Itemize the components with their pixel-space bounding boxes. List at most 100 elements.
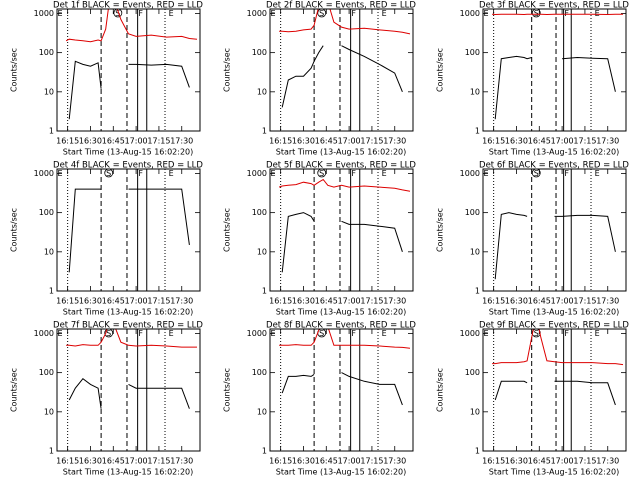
y-tick-label: 1000 xyxy=(460,329,480,338)
x-tick-label: 17:30 xyxy=(383,137,406,146)
y-axis-label: Counts/sec xyxy=(436,208,445,252)
x-tick-label: 17:30 xyxy=(596,457,619,466)
x-axis-label: Start Time (13-Aug-15 16:02:20) xyxy=(63,148,194,157)
y-tick-label: 1 xyxy=(49,447,54,456)
y-tick-label: 1000 xyxy=(34,9,54,18)
y-tick-label: 10 xyxy=(470,247,480,256)
chart-title: Det 1f BLACK = Events, RED = LLD xyxy=(53,1,203,11)
y-tick-label: 100 xyxy=(252,48,267,57)
chart-title: Det 6f BLACK = Events, RED = LLD xyxy=(479,161,629,171)
panel: Det 9f BLACK = Events, RED = LLD Start Ti… xyxy=(436,321,630,477)
x-tick-label: 17:15 xyxy=(360,457,383,466)
event-label: F xyxy=(138,9,143,18)
x-tick-label: 17:30 xyxy=(596,297,619,306)
x-tick-label: 16:15 xyxy=(56,137,79,146)
y-tick-label: 1000 xyxy=(34,329,54,338)
x-tick-label: 16:45 xyxy=(102,137,125,146)
x-tick-label: 17:15 xyxy=(147,297,170,306)
plot-frame xyxy=(56,8,201,132)
panel: Det 1f BLACK = Events, RED = LLD Start Ti… xyxy=(10,1,204,157)
y-tick-label: 1000 xyxy=(247,9,267,18)
y-axis-label: Counts/sec xyxy=(223,208,232,252)
x-tick-label: 16:30 xyxy=(79,137,102,146)
event-label: E xyxy=(271,329,276,338)
x-tick-label: 16:45 xyxy=(528,137,551,146)
plot-frame xyxy=(482,8,627,132)
event-label: F xyxy=(564,329,569,338)
series-line xyxy=(279,9,411,35)
x-tick-label: 17:15 xyxy=(573,297,596,306)
y-tick-label: 100 xyxy=(465,48,480,57)
x-tick-label: 16:45 xyxy=(315,457,338,466)
series-line xyxy=(68,378,190,409)
y-tick-label: 1000 xyxy=(460,169,480,178)
event-label: S xyxy=(319,9,324,18)
y-tick-label: 1 xyxy=(475,127,480,136)
x-tick-label: 17:30 xyxy=(596,137,619,146)
y-tick-label: 10 xyxy=(44,407,54,416)
plot-frame xyxy=(482,168,627,292)
series-line xyxy=(494,212,616,280)
panel: Det 3f BLACK = Events, RED = LLD Start Ti… xyxy=(436,1,630,157)
x-axis-label: Start Time (13-Aug-15 16:02:20) xyxy=(276,308,407,317)
event-label: E xyxy=(382,329,387,338)
x-tick-label: 17:00 xyxy=(551,297,574,306)
panel: Det 5f BLACK = Events, RED = LLD Start Ti… xyxy=(223,161,417,317)
event-label: E xyxy=(595,9,600,18)
x-tick-label: 16:30 xyxy=(505,137,528,146)
x-tick-label: 17:00 xyxy=(338,137,361,146)
y-tick-label: 10 xyxy=(257,247,267,256)
event-label: S xyxy=(106,169,111,178)
y-tick-label: 10 xyxy=(44,247,54,256)
y-axis-label: Counts/sec xyxy=(436,368,445,412)
x-tick-label: 17:30 xyxy=(170,297,193,306)
series-line xyxy=(494,380,616,406)
y-tick-label: 10 xyxy=(44,87,54,96)
y-tick-label: 1 xyxy=(475,287,480,296)
x-tick-label: 17:15 xyxy=(573,457,596,466)
event-label: E xyxy=(271,169,276,178)
x-tick-label: 16:45 xyxy=(102,457,125,466)
x-tick-label: 16:30 xyxy=(292,297,315,306)
plot-frame xyxy=(269,168,414,292)
event-label: S xyxy=(319,169,324,178)
event-label: E xyxy=(58,329,63,338)
x-axis-label: Start Time (13-Aug-15 16:02:20) xyxy=(276,468,407,477)
y-tick-label: 100 xyxy=(39,208,54,217)
event-label: F xyxy=(351,9,356,18)
event-label: F xyxy=(351,169,356,178)
event-label: E xyxy=(595,329,600,338)
event-label: E xyxy=(484,9,489,18)
series-line xyxy=(281,372,403,406)
series-line xyxy=(68,60,190,120)
x-tick-label: 16:15 xyxy=(56,457,79,466)
series-line xyxy=(278,178,411,192)
x-tick-label: 16:15 xyxy=(269,457,292,466)
panel: Det 2f BLACK = Events, RED = LLD Start Ti… xyxy=(223,1,417,157)
event-label: E xyxy=(382,9,387,18)
x-tick-label: 17:15 xyxy=(360,297,383,306)
x-tick-label: 16:30 xyxy=(79,297,102,306)
x-tick-label: 17:00 xyxy=(125,137,148,146)
x-tick-label: 17:15 xyxy=(147,137,170,146)
event-label: E xyxy=(58,169,63,178)
x-tick-label: 16:30 xyxy=(505,297,528,306)
x-axis-label: Start Time (13-Aug-15 16:02:20) xyxy=(276,148,407,157)
y-axis-label: Counts/sec xyxy=(10,368,19,412)
y-tick-label: 10 xyxy=(470,87,480,96)
plot-frame xyxy=(482,328,627,452)
y-tick-label: 100 xyxy=(465,208,480,217)
y-tick-label: 1000 xyxy=(34,169,54,178)
panel: Det 8f BLACK = Events, RED = LLD Start Ti… xyxy=(223,321,417,477)
x-tick-label: 17:30 xyxy=(383,457,406,466)
x-tick-label: 17:30 xyxy=(170,457,193,466)
event-label: F xyxy=(138,169,143,178)
x-tick-label: 17:30 xyxy=(383,297,406,306)
x-tick-label: 16:30 xyxy=(292,457,315,466)
event-label: E xyxy=(169,169,174,178)
x-tick-label: 16:15 xyxy=(269,297,292,306)
x-tick-label: 16:30 xyxy=(292,137,315,146)
x-tick-label: 16:30 xyxy=(79,457,102,466)
